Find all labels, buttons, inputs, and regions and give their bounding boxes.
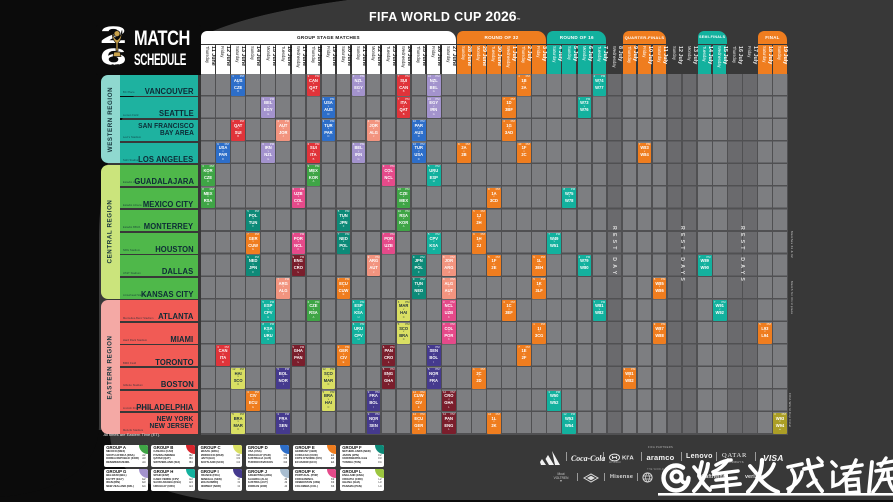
svg-text:KI'A: KI'A	[622, 455, 635, 461]
